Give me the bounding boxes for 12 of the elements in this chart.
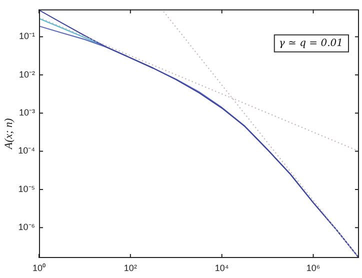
y-tick-label: 10⁻⁵ (18, 184, 36, 194)
y-tick-label: 10⁻⁶ (18, 222, 36, 232)
x-tick-label: 10⁰ (32, 262, 46, 273)
x-tick-label: 10² (124, 262, 137, 273)
y-axis-title: A(x; n) (2, 118, 15, 150)
y-tick-label: 10⁻³ (18, 108, 35, 118)
x-tick-label: 10⁴ (214, 262, 229, 273)
x-tick-label: 10⁶ (306, 262, 320, 273)
y-tick-label: 10⁻⁴ (18, 146, 36, 156)
y-tick-label: 10⁻¹ (18, 31, 35, 42)
y-tick-label: 10⁻² (18, 69, 35, 80)
annotation: γ ≃ q = 0.01 (278, 38, 344, 49)
